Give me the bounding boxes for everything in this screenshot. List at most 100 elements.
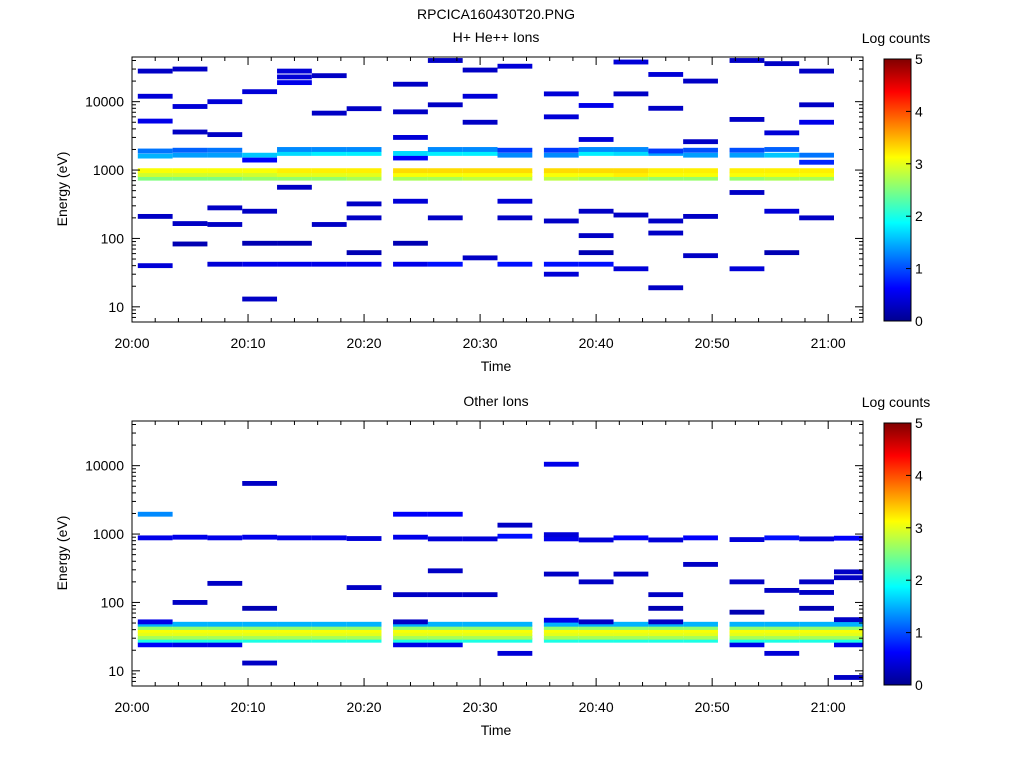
heatmap-cell <box>683 172 718 177</box>
heatmap-cell <box>277 627 312 633</box>
heatmap-cell <box>578 634 614 640</box>
heatmap-cell <box>393 172 428 177</box>
heatmap-cell <box>207 621 243 627</box>
heatmap-cell <box>497 627 533 633</box>
heatmap-cell <box>683 535 718 541</box>
heatmap-cell <box>543 627 579 633</box>
y-tick-label: 1000 <box>93 162 124 178</box>
heatmap-cell <box>137 172 173 177</box>
heatmap-cell <box>393 81 428 87</box>
heatmap-cell <box>764 650 800 656</box>
heatmap-cell <box>799 631 834 637</box>
heatmap-cell <box>578 172 614 177</box>
x-tick-label: 20:20 <box>347 699 382 715</box>
heatmap-cell <box>764 625 800 630</box>
heatmap-cell <box>207 172 243 177</box>
heatmap-cell <box>207 627 243 633</box>
heatmap-cell <box>346 151 382 156</box>
heatmap-cell <box>137 68 173 74</box>
heatmap-cell <box>172 637 208 643</box>
heatmap-cell <box>578 631 614 637</box>
heatmap-cell <box>207 261 243 267</box>
heatmap-cell <box>578 103 614 108</box>
heatmap-cell <box>242 175 278 181</box>
heatmap-cell <box>683 139 718 145</box>
heatmap-cell <box>764 631 800 637</box>
heatmap-cell <box>764 175 800 181</box>
x-tick-label: 20:50 <box>695 335 730 351</box>
heatmap-cell <box>497 147 533 153</box>
heatmap-cell <box>683 637 718 643</box>
heatmap-cell <box>764 172 800 177</box>
heatmap-cell <box>311 222 347 227</box>
x-tick-label: 20:00 <box>114 335 149 351</box>
heatmap-cell <box>242 627 278 633</box>
heatmap-cell <box>311 261 347 267</box>
heatmap-cell <box>242 89 278 95</box>
heatmap-cell <box>729 168 765 174</box>
heatmap-cell <box>172 172 208 177</box>
heatmap-cell <box>729 631 765 637</box>
heatmap-cell <box>578 625 614 630</box>
heatmap-cell <box>613 212 649 218</box>
heatmap-cell <box>427 592 463 598</box>
heatmap-cell <box>613 59 649 65</box>
heatmap-cell <box>172 631 208 637</box>
heatmap-cell <box>648 537 684 543</box>
heatmap-cell <box>578 579 614 585</box>
x-tick-label: 20:20 <box>347 335 382 351</box>
colorbar-tick-label: 1 <box>915 261 923 277</box>
heatmap-cell <box>207 152 243 158</box>
heatmap-cell <box>172 241 208 247</box>
heatmap-cell <box>137 93 173 99</box>
heatmap-cell <box>648 168 684 174</box>
y-tick-label: 100 <box>101 230 125 246</box>
heatmap-cell <box>242 660 278 666</box>
heatmap-cell <box>137 631 173 637</box>
heatmap-cell <box>346 536 382 541</box>
heatmap-cell <box>172 104 208 109</box>
heatmap-cell <box>462 168 498 174</box>
heatmap-cell <box>578 537 614 543</box>
heatmap-cell <box>613 625 649 630</box>
heatmap-cell <box>346 201 382 207</box>
heatmap-cell <box>172 600 208 605</box>
heatmap-cell <box>427 536 463 542</box>
x-axis: 20:00 20:10 20:20 20:30 20:40 20:50 21:00 <box>114 421 852 715</box>
heatmap-cell <box>799 634 834 640</box>
heatmap-cell <box>543 91 579 97</box>
heatmap-cell <box>543 634 579 640</box>
heatmap-cell <box>207 625 243 630</box>
y-axis-label: Energy (eV) <box>54 152 70 227</box>
heatmap-cell <box>578 627 614 633</box>
heatmap-cell <box>172 621 208 627</box>
heatmap-cell <box>799 590 834 595</box>
heatmap-cell <box>311 168 347 174</box>
heatmap-cell <box>497 625 533 630</box>
heatmap-cell <box>393 631 428 637</box>
heatmap-cell <box>207 175 243 181</box>
y-tick-label: 10000 <box>85 458 124 474</box>
heatmap-cell <box>242 637 278 643</box>
x-axis: 20:00 20:10 20:20 20:30 20:40 20:50 21:00 <box>114 57 852 351</box>
heatmap-cell <box>764 130 800 136</box>
heatmap-cell <box>729 172 765 177</box>
heatmap-cell <box>277 172 312 177</box>
heatmap-cell <box>543 637 579 643</box>
y-tick-label: 10 <box>108 663 124 679</box>
heatmap-cell <box>799 605 834 611</box>
heatmap-cell <box>613 266 649 272</box>
heatmap-cell <box>543 617 579 623</box>
heatmap-cell <box>799 119 834 125</box>
heatmap-cell <box>207 535 243 541</box>
heatmap-cell <box>683 621 718 627</box>
colorbar: 0 1 2 3 4 5 <box>883 51 923 329</box>
heatmap-cell <box>497 152 533 158</box>
heatmap-cell <box>277 535 312 541</box>
heatmap-cell <box>462 625 498 630</box>
heatmap-cell <box>311 172 347 177</box>
heatmap-cell <box>242 605 278 611</box>
heatmap-cell <box>427 215 463 221</box>
